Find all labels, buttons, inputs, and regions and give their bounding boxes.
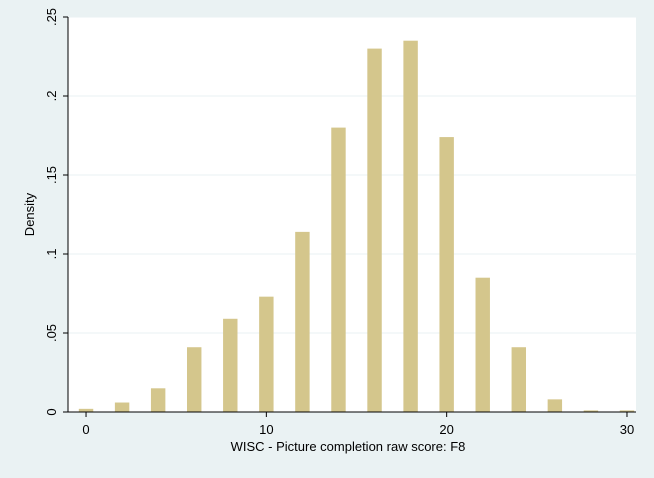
x-tick-label: 30 (620, 422, 634, 437)
y-tick-label: .15 (44, 166, 59, 184)
y-tick-label: .25 (44, 8, 59, 26)
y-axis-ticks: 0 .05 .1 .15 .2 .25 (44, 8, 68, 416)
y-tick-label: .05 (44, 324, 59, 342)
x-tick-label: 20 (439, 422, 453, 437)
histogram-bars (78, 40, 635, 412)
histogram-bar (259, 296, 274, 412)
x-tick-label: 0 (82, 422, 89, 437)
histogram-bar (367, 48, 382, 412)
histogram-bar (114, 402, 130, 412)
y-tick-label: .1 (44, 249, 59, 260)
histogram-bar (331, 127, 346, 412)
histogram-bar (403, 40, 418, 412)
x-axis-ticks: 0 10 20 30 (82, 412, 634, 437)
y-tick-label: 0 (44, 408, 59, 415)
histogram-bar (439, 137, 454, 412)
histogram-bar (475, 277, 490, 412)
histogram-bar (619, 410, 635, 412)
histogram-bar (78, 408, 94, 412)
y-axis-title: Density (22, 192, 37, 236)
x-axis-title: WISC - Picture completion raw score: F8 (231, 439, 466, 454)
histogram-bar (150, 388, 166, 412)
plot-area-background (68, 17, 636, 412)
histogram-bar (295, 231, 310, 412)
y-gridlines (68, 16, 636, 334)
histogram-bar (511, 347, 527, 412)
y-tick-label: .2 (44, 91, 59, 102)
histogram-bar (547, 399, 563, 412)
histogram-bar (583, 410, 599, 412)
histogram-bar (223, 318, 238, 412)
histogram-bar (187, 347, 202, 412)
x-tick-label: 10 (259, 422, 273, 437)
